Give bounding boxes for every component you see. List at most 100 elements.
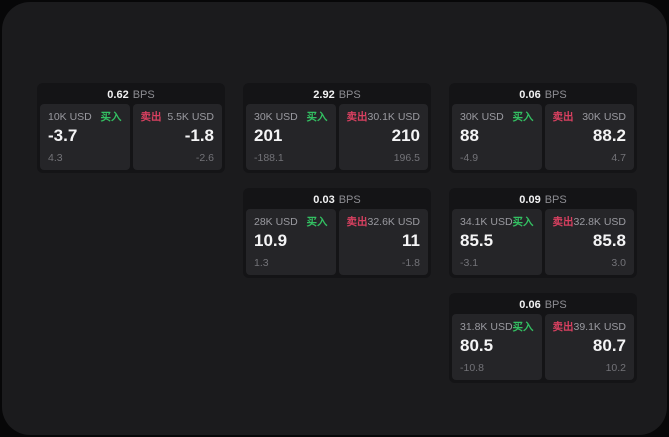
buy-price: 80.5 xyxy=(460,336,494,355)
sell-label: 卖出 xyxy=(346,216,368,228)
sell-tile[interactable]: 卖出 30.1K USD 210 196.5 xyxy=(338,104,428,170)
sell-price: 11 xyxy=(402,231,420,250)
bps-unit-label: BPS xyxy=(132,89,155,101)
buy-sub-value: 4.3 xyxy=(48,152,63,164)
sell-tile-top: 卖出 5.5K USD xyxy=(141,111,215,123)
quote-card-header: 0.06 BPS xyxy=(452,296,634,314)
sell-label: 卖出 xyxy=(552,216,574,228)
sell-amount: 39.1K USD xyxy=(573,321,627,333)
bps-value: 0.09 xyxy=(519,194,541,206)
quote-card-header: 0.62 BPS xyxy=(40,86,222,104)
buy-label: 买入 xyxy=(512,321,534,333)
sell-sub-value: 10.2 xyxy=(605,362,626,374)
buy-amount: 30K USD xyxy=(254,111,298,123)
buy-price: 88 xyxy=(460,126,479,145)
sell-amount: 5.5K USD xyxy=(167,111,214,123)
buy-tile-top: 10K USD 买入 xyxy=(48,111,122,123)
sell-sub-value: 3.0 xyxy=(611,257,626,269)
quote-card-header: 0.06 BPS xyxy=(452,86,634,104)
sell-tile[interactable]: 卖出 30K USD 88.2 4.7 xyxy=(544,104,634,170)
sell-tile[interactable]: 卖出 5.5K USD -1.8 -2.6 xyxy=(132,104,222,170)
quote-card-header: 0.03 BPS xyxy=(246,191,428,209)
buy-tile[interactable]: 30K USD 买入 201 -188.1 xyxy=(246,104,336,170)
bps-unit-label: BPS xyxy=(544,299,567,311)
buy-price: 10.9 xyxy=(254,231,288,250)
buy-sub-value: 1.3 xyxy=(254,257,269,269)
quote-tiles: 30K USD 买入 88 -4.9 卖出 30K USD 88.2 4.7 xyxy=(452,104,634,170)
bps-value: 0.62 xyxy=(107,89,129,101)
sell-sub-value: 4.7 xyxy=(611,152,626,164)
buy-tile[interactable]: 34.1K USD 买入 85.5 -3.1 xyxy=(452,209,542,275)
quote-card: 2.92 BPS 30K USD 买入 201 -188.1 卖出 30.1K … xyxy=(243,83,431,173)
quote-tiles: 34.1K USD 买入 85.5 -3.1 卖出 32.8K USD 85.8… xyxy=(452,209,634,275)
quote-card: 0.06 BPS 31.8K USD 买入 80.5 -10.8 卖出 39.1… xyxy=(449,293,637,383)
bps-unit-label: BPS xyxy=(338,194,361,206)
bps-unit-label: BPS xyxy=(544,194,567,206)
sell-sub-value: -2.6 xyxy=(195,152,214,164)
quote-card-header: 0.09 BPS xyxy=(452,191,634,209)
buy-tile[interactable]: 28K USD 买入 10.9 1.3 xyxy=(246,209,336,275)
buy-label: 买入 xyxy=(306,216,328,228)
sell-amount: 32.8K USD xyxy=(573,216,627,228)
sell-tile-top: 卖出 30K USD xyxy=(553,111,627,123)
bps-value: 2.92 xyxy=(313,89,335,101)
sell-tile-top: 卖出 30.1K USD xyxy=(347,111,421,123)
quote-tiles: 10K USD 买入 -3.7 4.3 卖出 5.5K USD -1.8 -2.… xyxy=(40,104,222,170)
buy-sub-value: -3.1 xyxy=(460,257,479,269)
buy-tile[interactable]: 30K USD 买入 88 -4.9 xyxy=(452,104,542,170)
buy-tile-top: 31.8K USD 买入 xyxy=(460,321,534,333)
buy-tile[interactable]: 31.8K USD 买入 80.5 -10.8 xyxy=(452,314,542,380)
sell-price: 85.8 xyxy=(592,231,626,250)
sell-label: 卖出 xyxy=(552,321,574,333)
quote-card-header: 2.92 BPS xyxy=(246,86,428,104)
buy-label: 买入 xyxy=(306,111,328,123)
buy-sub-value: -4.9 xyxy=(460,152,479,164)
quote-tiles: 30K USD 买入 201 -188.1 卖出 30.1K USD 210 1… xyxy=(246,104,428,170)
buy-tile-top: 34.1K USD 买入 xyxy=(460,216,534,228)
sell-tile-top: 卖出 32.6K USD xyxy=(347,216,421,228)
sell-price: 88.2 xyxy=(592,126,626,145)
sell-sub-value: 196.5 xyxy=(393,152,420,164)
buy-amount: 10K USD xyxy=(48,111,92,123)
buy-price: 85.5 xyxy=(460,231,494,250)
bps-unit-label: BPS xyxy=(544,89,567,101)
quote-tiles: 28K USD 买入 10.9 1.3 卖出 32.6K USD 11 -1.8 xyxy=(246,209,428,275)
sell-tile[interactable]: 卖出 32.8K USD 85.8 3.0 xyxy=(544,209,634,275)
quote-card: 0.62 BPS 10K USD 买入 -3.7 4.3 卖出 5.5K USD… xyxy=(37,83,225,173)
buy-price: -3.7 xyxy=(48,126,78,145)
sell-price: 80.7 xyxy=(592,336,626,355)
buy-amount: 28K USD xyxy=(254,216,298,228)
sell-label: 卖出 xyxy=(346,111,368,123)
sell-tile[interactable]: 卖出 32.6K USD 11 -1.8 xyxy=(338,209,428,275)
sell-amount: 30.1K USD xyxy=(367,111,421,123)
sell-price: 210 xyxy=(391,126,420,145)
quote-tiles: 31.8K USD 买入 80.5 -10.8 卖出 39.1K USD 80.… xyxy=(452,314,634,380)
buy-label: 买入 xyxy=(512,216,534,228)
buy-price: 201 xyxy=(254,126,283,145)
sell-tile[interactable]: 卖出 39.1K USD 80.7 10.2 xyxy=(544,314,634,380)
buy-sub-value: -188.1 xyxy=(254,152,284,164)
buy-sub-value: -10.8 xyxy=(460,362,484,374)
bps-value: 0.06 xyxy=(519,89,541,101)
buy-label: 买入 xyxy=(512,111,534,123)
bps-unit-label: BPS xyxy=(338,89,361,101)
quote-card: 0.03 BPS 28K USD 买入 10.9 1.3 卖出 32.6K US… xyxy=(243,188,431,278)
buy-amount: 34.1K USD xyxy=(460,216,513,228)
bps-value: 0.03 xyxy=(313,194,335,206)
buy-label: 买入 xyxy=(100,111,122,123)
sell-tile-top: 卖出 39.1K USD xyxy=(553,321,627,333)
buy-tile-top: 28K USD 买入 xyxy=(254,216,328,228)
buy-tile-top: 30K USD 买入 xyxy=(460,111,534,123)
sell-price: -1.8 xyxy=(184,126,214,145)
buy-tile[interactable]: 10K USD 买入 -3.7 4.3 xyxy=(40,104,130,170)
buy-tile-top: 30K USD 买入 xyxy=(254,111,328,123)
quote-cards-grid: 0.62 BPS 10K USD 买入 -3.7 4.3 卖出 5.5K USD… xyxy=(37,83,637,383)
sell-tile-top: 卖出 32.8K USD xyxy=(553,216,627,228)
quote-card: 0.06 BPS 30K USD 买入 88 -4.9 卖出 30K USD 8… xyxy=(449,83,637,173)
sell-sub-value: -1.8 xyxy=(401,257,420,269)
bps-value: 0.06 xyxy=(519,299,541,311)
buy-amount: 31.8K USD xyxy=(460,321,513,333)
sell-amount: 30K USD xyxy=(582,111,626,123)
sell-label: 卖出 xyxy=(552,111,574,123)
